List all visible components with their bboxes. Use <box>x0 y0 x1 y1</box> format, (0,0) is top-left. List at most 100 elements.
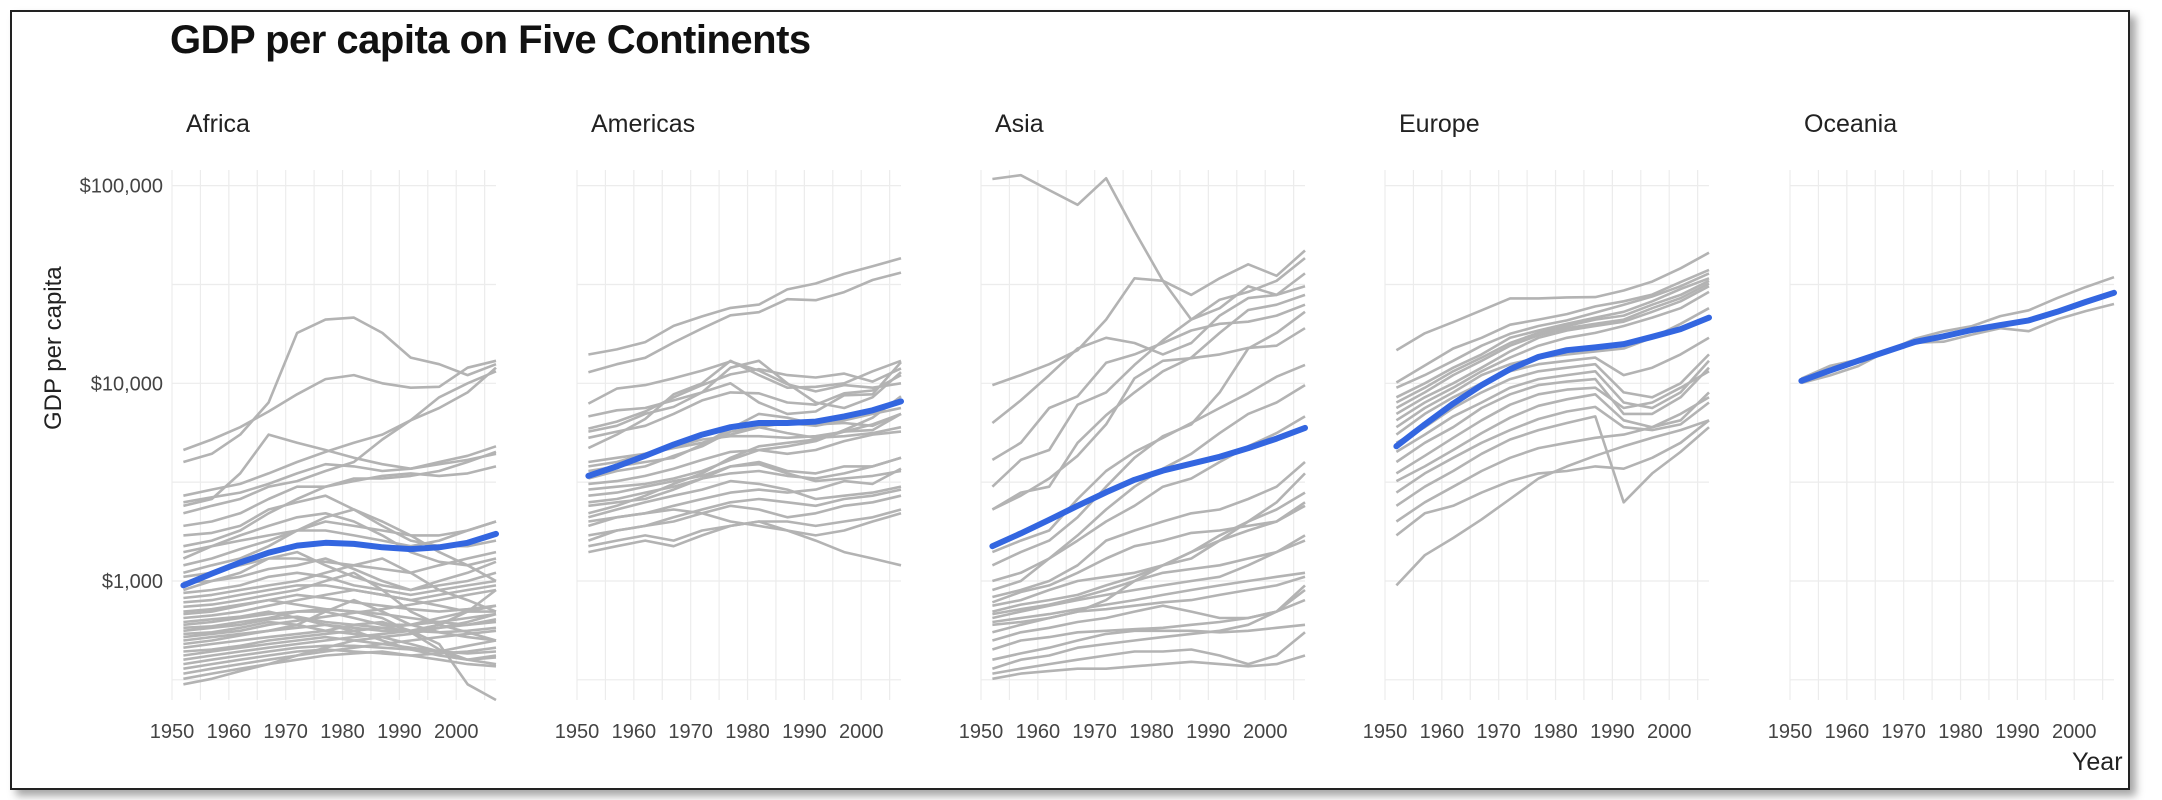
country-line <box>991 303 1306 462</box>
x-tick-label: 1950 <box>1363 721 1408 743</box>
country-line <box>183 598 497 646</box>
x-tick-label: 1980 <box>1938 721 1983 743</box>
x-tick-label: 1970 <box>263 721 308 743</box>
x-tick-label: 1950 <box>1768 721 1813 743</box>
trend-line <box>1798 289 2117 384</box>
country-line <box>183 571 497 597</box>
country-line <box>992 575 1306 634</box>
country-line <box>588 367 902 430</box>
country-line <box>183 557 497 613</box>
facet-title: Europe <box>1399 110 1480 138</box>
y-tick-label: $1,000 <box>102 571 163 593</box>
country-line <box>587 359 902 450</box>
country-line <box>1395 268 1710 384</box>
country-line <box>587 494 902 542</box>
country-line <box>587 360 902 405</box>
country-line <box>588 256 902 356</box>
country-line <box>183 588 497 639</box>
country-line <box>992 623 1306 661</box>
country-line <box>1395 290 1710 422</box>
x-tick-label: 2000 <box>1243 721 1288 743</box>
y-tick-label: $10,000 <box>91 373 163 395</box>
x-tick-label: 1960 <box>1420 721 1465 743</box>
country-line <box>1395 272 1710 389</box>
x-tick-label: 1990 <box>1186 721 1231 743</box>
chart-title: GDP per capita on Five Continents <box>170 18 811 62</box>
country-line <box>991 257 1306 488</box>
country-line <box>588 479 902 519</box>
country-line <box>588 373 902 440</box>
country-line <box>1395 370 1710 475</box>
country-line <box>992 654 1306 681</box>
x-tick-label: 1990 <box>377 721 422 743</box>
country-line <box>1801 275 2115 385</box>
country-line <box>183 650 497 681</box>
country-line <box>991 284 1306 425</box>
x-tick-label: 2000 <box>2052 721 2097 743</box>
x-tick-label: 2000 <box>434 721 479 743</box>
country-line <box>588 456 902 504</box>
country-line <box>183 612 497 686</box>
country-line <box>588 361 902 418</box>
x-tick-label: 1960 <box>1825 721 1870 743</box>
country-line <box>588 462 902 508</box>
country-line <box>1395 336 1710 436</box>
country-line <box>588 520 902 567</box>
country-line <box>991 363 1306 554</box>
x-tick-label: 1960 <box>1016 721 1061 743</box>
x-tick-label: 1950 <box>555 721 600 743</box>
trend-line <box>989 424 1308 550</box>
country-line <box>1395 359 1710 454</box>
country-line <box>1395 277 1710 399</box>
country-line <box>1395 366 1710 464</box>
country-line <box>588 425 902 480</box>
x-axis-label: Year <box>2072 748 2123 776</box>
country-line <box>1395 251 1710 352</box>
country-line <box>992 571 1306 624</box>
x-tick-label: 1990 <box>1590 721 1635 743</box>
country-line <box>991 327 1306 511</box>
country-line <box>182 359 497 452</box>
country-line <box>1395 285 1710 416</box>
facet-title: Asia <box>995 110 1044 138</box>
country-line <box>1395 396 1710 523</box>
country-line <box>588 412 902 515</box>
x-tick-label: 1950 <box>150 721 195 743</box>
facet-africa: Africa 1950 1960 1970 1980 1990 2000 <box>150 110 499 743</box>
x-tick-label: 1980 <box>1129 721 1174 743</box>
country-line <box>183 550 497 592</box>
country-line <box>1800 302 2115 380</box>
x-tick-label: 2000 <box>1647 721 1692 743</box>
country-line <box>992 539 1306 620</box>
country-line <box>992 173 1306 297</box>
country-line <box>183 604 497 653</box>
x-tick-label: 1990 <box>1995 721 2040 743</box>
country-line <box>183 557 497 592</box>
country-line <box>183 366 497 497</box>
country-line <box>1395 391 1710 483</box>
country-line <box>588 412 902 473</box>
country-line <box>183 465 497 548</box>
y-tick-label: $100,000 <box>80 176 163 198</box>
country-line <box>183 584 497 604</box>
facet-title: Americas <box>591 110 695 138</box>
country-line <box>1395 353 1710 444</box>
x-tick-label: 1970 <box>1072 721 1117 743</box>
country-line <box>588 395 902 491</box>
country-line <box>182 511 497 567</box>
facet-title: Africa <box>186 110 250 138</box>
country-line <box>992 461 1306 599</box>
x-tick-label: 1960 <box>207 721 252 743</box>
x-tick-label: 1980 <box>1533 721 1578 743</box>
country-line <box>1395 419 1710 587</box>
x-tick-label: 1980 <box>320 721 365 743</box>
x-tick-label: 1970 <box>668 721 713 743</box>
country-line <box>992 598 1306 651</box>
country-line <box>183 433 497 508</box>
trend-line <box>1393 314 1712 450</box>
facet-europe: Europe 1950 1960 1970 1980 1990 2000 <box>1363 110 1712 743</box>
facet-asia: Asia 1950 1960 1970 1980 1990 2000 <box>959 110 1308 743</box>
country-line <box>992 472 1306 607</box>
x-tick-label: 1980 <box>725 721 770 743</box>
